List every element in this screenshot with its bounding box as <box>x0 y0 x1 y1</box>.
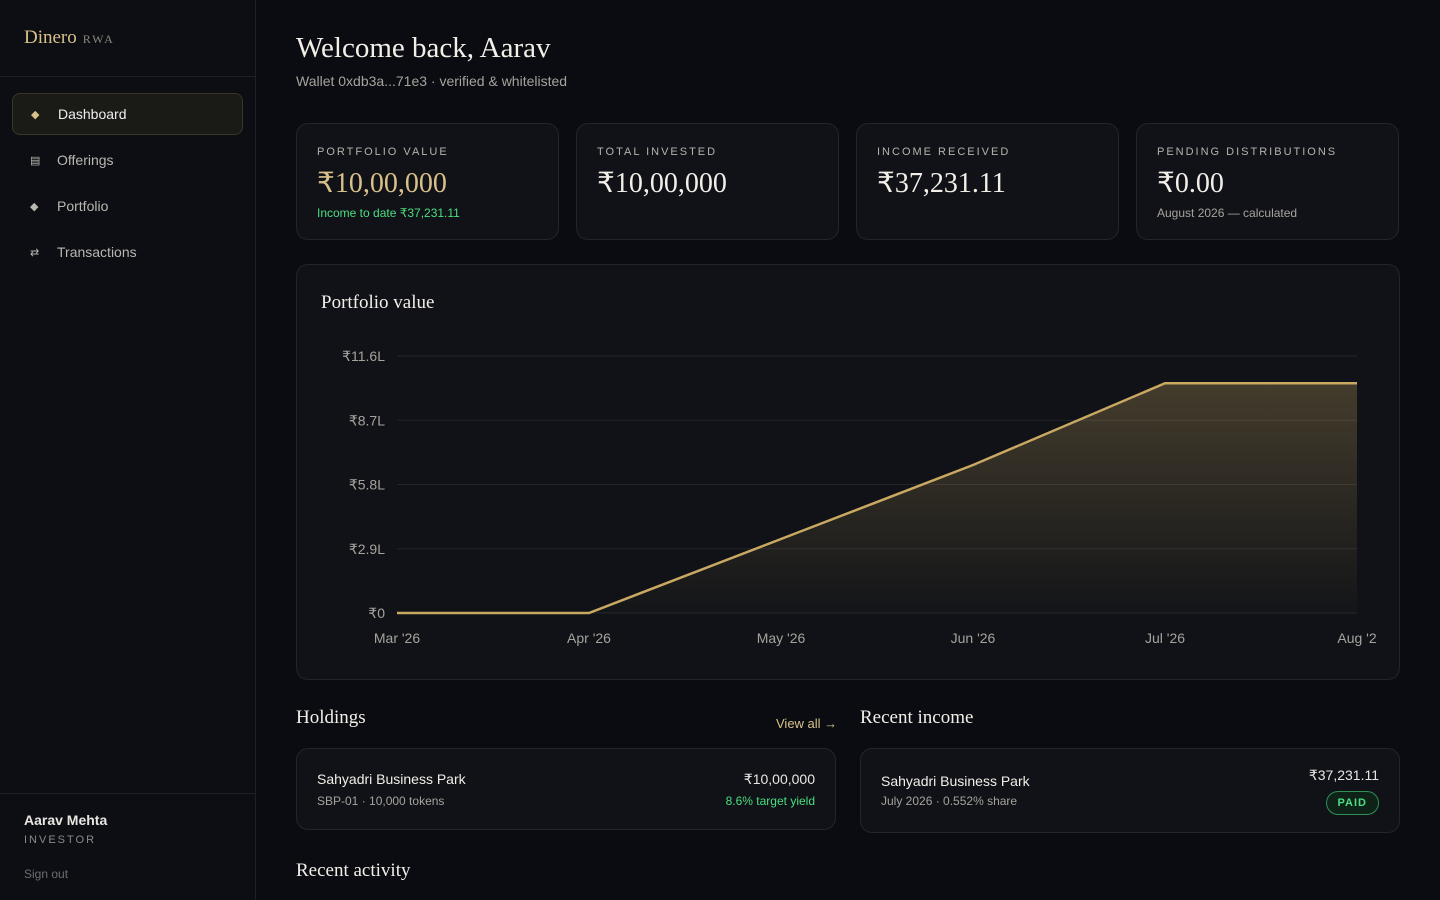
stat-card: PORTFOLIO VALUE ₹10,00,000 Income to date … <box>296 123 559 240</box>
stat-note: Income to date ₹37,231.11 <box>317 206 460 220</box>
brand: Dinero RWA <box>24 27 115 49</box>
stat-label: TOTAL INVESTED <box>597 146 718 158</box>
nav-item[interactable]: ◆ Portfolio <box>30 198 109 214</box>
nav-item[interactable]: ▤ Offerings <box>30 152 114 168</box>
holding-value: ₹10,00,000 <box>743 771 815 787</box>
nav-label: Portfolio <box>57 198 109 214</box>
stat-note: August 2026 — calculated <box>1157 206 1298 220</box>
x-tick-label: Jun '26 <box>951 630 996 646</box>
brand-tag: RWA <box>82 32 115 46</box>
page-subtitle: Wallet 0xdb3a...71e3 · verified & whitel… <box>296 73 568 89</box>
nav-label: Dashboard <box>58 106 127 122</box>
y-tick-label: ₹5.8L <box>349 477 385 493</box>
section-title: Recent activity <box>296 860 411 881</box>
holding-row: Sahyadri Business Park SBP-01 · 10,000 t… <box>296 748 836 830</box>
chart-card: Portfolio value ₹0 ₹2.9L ₹5.8L ₹8.7L ₹11.6L M… <box>296 264 1400 680</box>
stat-value: ₹10,00,000 <box>317 168 447 199</box>
holding-name: Sahyadri Business Park <box>317 771 466 787</box>
x-tick-label: Aug '2 <box>1337 630 1376 646</box>
nav-item[interactable]: ◆ Dashboard <box>12 93 243 135</box>
nav-label: Offerings <box>57 152 114 168</box>
stat-value: ₹37,231.11 <box>877 168 1006 199</box>
nav-label: Transactions <box>57 244 137 260</box>
holding-yield: 8.6% target yield <box>725 794 815 808</box>
y-tick-label: ₹8.7L <box>349 412 385 428</box>
stat-card: INCOME RECEIVED ₹37,231.11 <box>856 123 1119 240</box>
area <box>397 383 1357 613</box>
user-role: INVESTOR <box>24 834 97 846</box>
income-meta: July 2026 · 0.552% share <box>881 794 1018 808</box>
divider <box>0 793 256 794</box>
divider <box>0 76 256 77</box>
section-title: Holdings <box>296 707 366 728</box>
sign-out[interactable]: Sign out <box>24 867 69 881</box>
income-amount: ₹37,231.11 <box>1308 767 1379 783</box>
page-title: Welcome back, Aarav <box>296 32 551 64</box>
y-tick-label: ₹2.9L <box>349 541 385 557</box>
stat-card: PENDING DISTRIBUTIONS ₹0.00 August 2026 — … <box>1136 123 1399 240</box>
status-badge: PAID <box>1325 791 1379 815</box>
stat-label: INCOME RECEIVED <box>877 146 1011 158</box>
x-tick-label: Jul '26 <box>1145 630 1185 646</box>
x-tick-label: May '26 <box>757 630 806 646</box>
stat-value: ₹10,00,000 <box>597 168 727 199</box>
chart: ₹0 ₹2.9L ₹5.8L ₹8.7L ₹11.6L Mar '26 Apr '26 May… <box>342 348 1377 646</box>
chart-title: Portfolio value <box>321 292 435 313</box>
stat-label: PORTFOLIO VALUE <box>317 146 449 158</box>
x-tick-label: Mar '26 <box>374 630 420 646</box>
stat-card: TOTAL INVESTED ₹10,00,000 <box>576 123 839 240</box>
brand-name: Dinero <box>24 27 77 48</box>
y-tick-label: ₹0 <box>368 605 385 621</box>
x-tick-label: Apr '26 <box>567 630 611 646</box>
stat-value: ₹0.00 <box>1157 168 1224 199</box>
holding-meta: SBP-01 · 10,000 tokens <box>317 794 445 808</box>
income-name: Sahyadri Business Park <box>881 773 1030 789</box>
line <box>397 382 1357 615</box>
section-title: Recent income <box>860 707 974 728</box>
y-tick-label: ₹11.6L <box>342 348 385 364</box>
nav-item[interactable]: ⇄ Transactions <box>30 244 137 260</box>
stat-label: PENDING DISTRIBUTIONS <box>1157 146 1338 158</box>
sidebar: Dinero RWA ◆ Dashboard ▤ Offerings ◆ Portfol… <box>0 0 256 900</box>
user-name: Aarav Mehta <box>24 812 108 828</box>
view-all-link[interactable]: View all → <box>776 716 838 731</box>
income-row: Sahyadri Business Park July 2026 · 0.552… <box>860 748 1400 833</box>
